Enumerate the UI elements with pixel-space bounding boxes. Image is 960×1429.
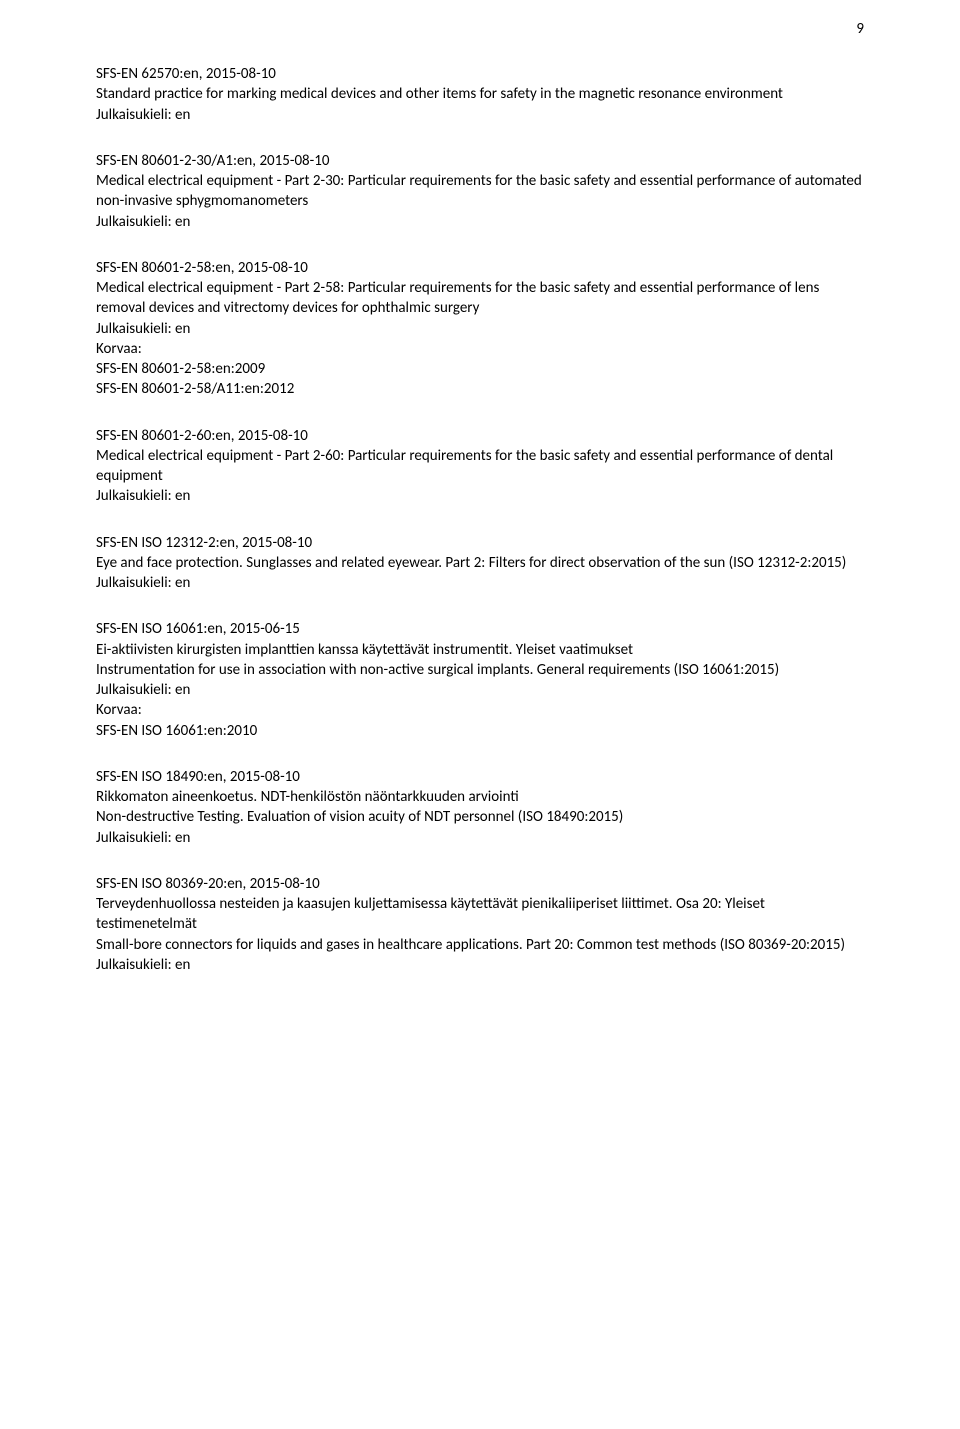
entry-line: Non-destructive Testing. Evaluation of v…: [96, 807, 864, 827]
entry-line: Medical electrical equipment - Part 2-60…: [96, 446, 864, 487]
entry-line: SFS-EN 80601-2-58:en, 2015-08-10: [96, 258, 864, 278]
document-page: 9 SFS-EN 62570:en, 2015-08-10 Standard p…: [0, 0, 960, 1429]
entry-line: Julkaisukieli: en: [96, 319, 864, 339]
page-number: 9: [856, 20, 864, 38]
standard-entry: SFS-EN ISO 16061:en, 2015-06-15 Ei-aktii…: [96, 619, 864, 741]
standard-entry: SFS-EN 80601-2-60:en, 2015-08-10 Medical…: [96, 426, 864, 507]
standard-entry: SFS-EN ISO 18490:en, 2015-08-10 Rikkomat…: [96, 767, 864, 848]
entry-line: Julkaisukieli: en: [96, 105, 864, 125]
standard-entry: SFS-EN ISO 12312-2:en, 2015-08-10 Eye an…: [96, 533, 864, 594]
entry-line: SFS-EN 80601-2-58:en:2009: [96, 359, 864, 379]
entry-line: Eye and face protection. Sunglasses and …: [96, 553, 864, 573]
entry-line: SFS-EN 62570:en, 2015-08-10: [96, 64, 864, 84]
standard-entry: SFS-EN 80601-2-58:en, 2015-08-10 Medical…: [96, 258, 864, 400]
standard-entry: SFS-EN 62570:en, 2015-08-10 Standard pra…: [96, 64, 864, 125]
entry-line: Julkaisukieli: en: [96, 680, 864, 700]
entry-line: SFS-EN 80601-2-60:en, 2015-08-10: [96, 426, 864, 446]
entry-line: Medical electrical equipment - Part 2-30…: [96, 171, 864, 212]
entry-line: SFS-EN ISO 16061:en:2010: [96, 721, 864, 741]
entry-line: Rikkomaton aineenkoetus. NDT-henkilöstön…: [96, 787, 864, 807]
standard-entry: SFS-EN 80601-2-30/A1:en, 2015-08-10 Medi…: [96, 151, 864, 232]
entry-line: Julkaisukieli: en: [96, 573, 864, 593]
entry-line: Julkaisukieli: en: [96, 828, 864, 848]
entry-line: Instrumentation for use in association w…: [96, 660, 864, 680]
standard-entry: SFS-EN ISO 80369-20:en, 2015-08-10 Terve…: [96, 874, 864, 975]
entry-line: SFS-EN ISO 12312-2:en, 2015-08-10: [96, 533, 864, 553]
entry-line: Julkaisukieli: en: [96, 486, 864, 506]
entry-line: Korvaa:: [96, 700, 864, 720]
entry-line: SFS-EN ISO 80369-20:en, 2015-08-10: [96, 874, 864, 894]
entry-line: Small-bore connectors for liquids and ga…: [96, 935, 864, 955]
entry-line: SFS-EN ISO 18490:en, 2015-08-10: [96, 767, 864, 787]
entry-line: Ei-aktiivisten kirurgisten implanttien k…: [96, 640, 864, 660]
entry-line: Korvaa:: [96, 339, 864, 359]
entry-line: Medical electrical equipment - Part 2-58…: [96, 278, 864, 319]
entry-line: SFS-EN ISO 16061:en, 2015-06-15: [96, 619, 864, 639]
entry-line: SFS-EN 80601-2-30/A1:en, 2015-08-10: [96, 151, 864, 171]
entry-line: Standard practice for marking medical de…: [96, 84, 864, 104]
entry-line: Julkaisukieli: en: [96, 955, 864, 975]
entry-line: Julkaisukieli: en: [96, 212, 864, 232]
entry-line: SFS-EN 80601-2-58/A11:en:2012: [96, 379, 864, 399]
entry-line: Terveydenhuollossa nesteiden ja kaasujen…: [96, 894, 864, 935]
